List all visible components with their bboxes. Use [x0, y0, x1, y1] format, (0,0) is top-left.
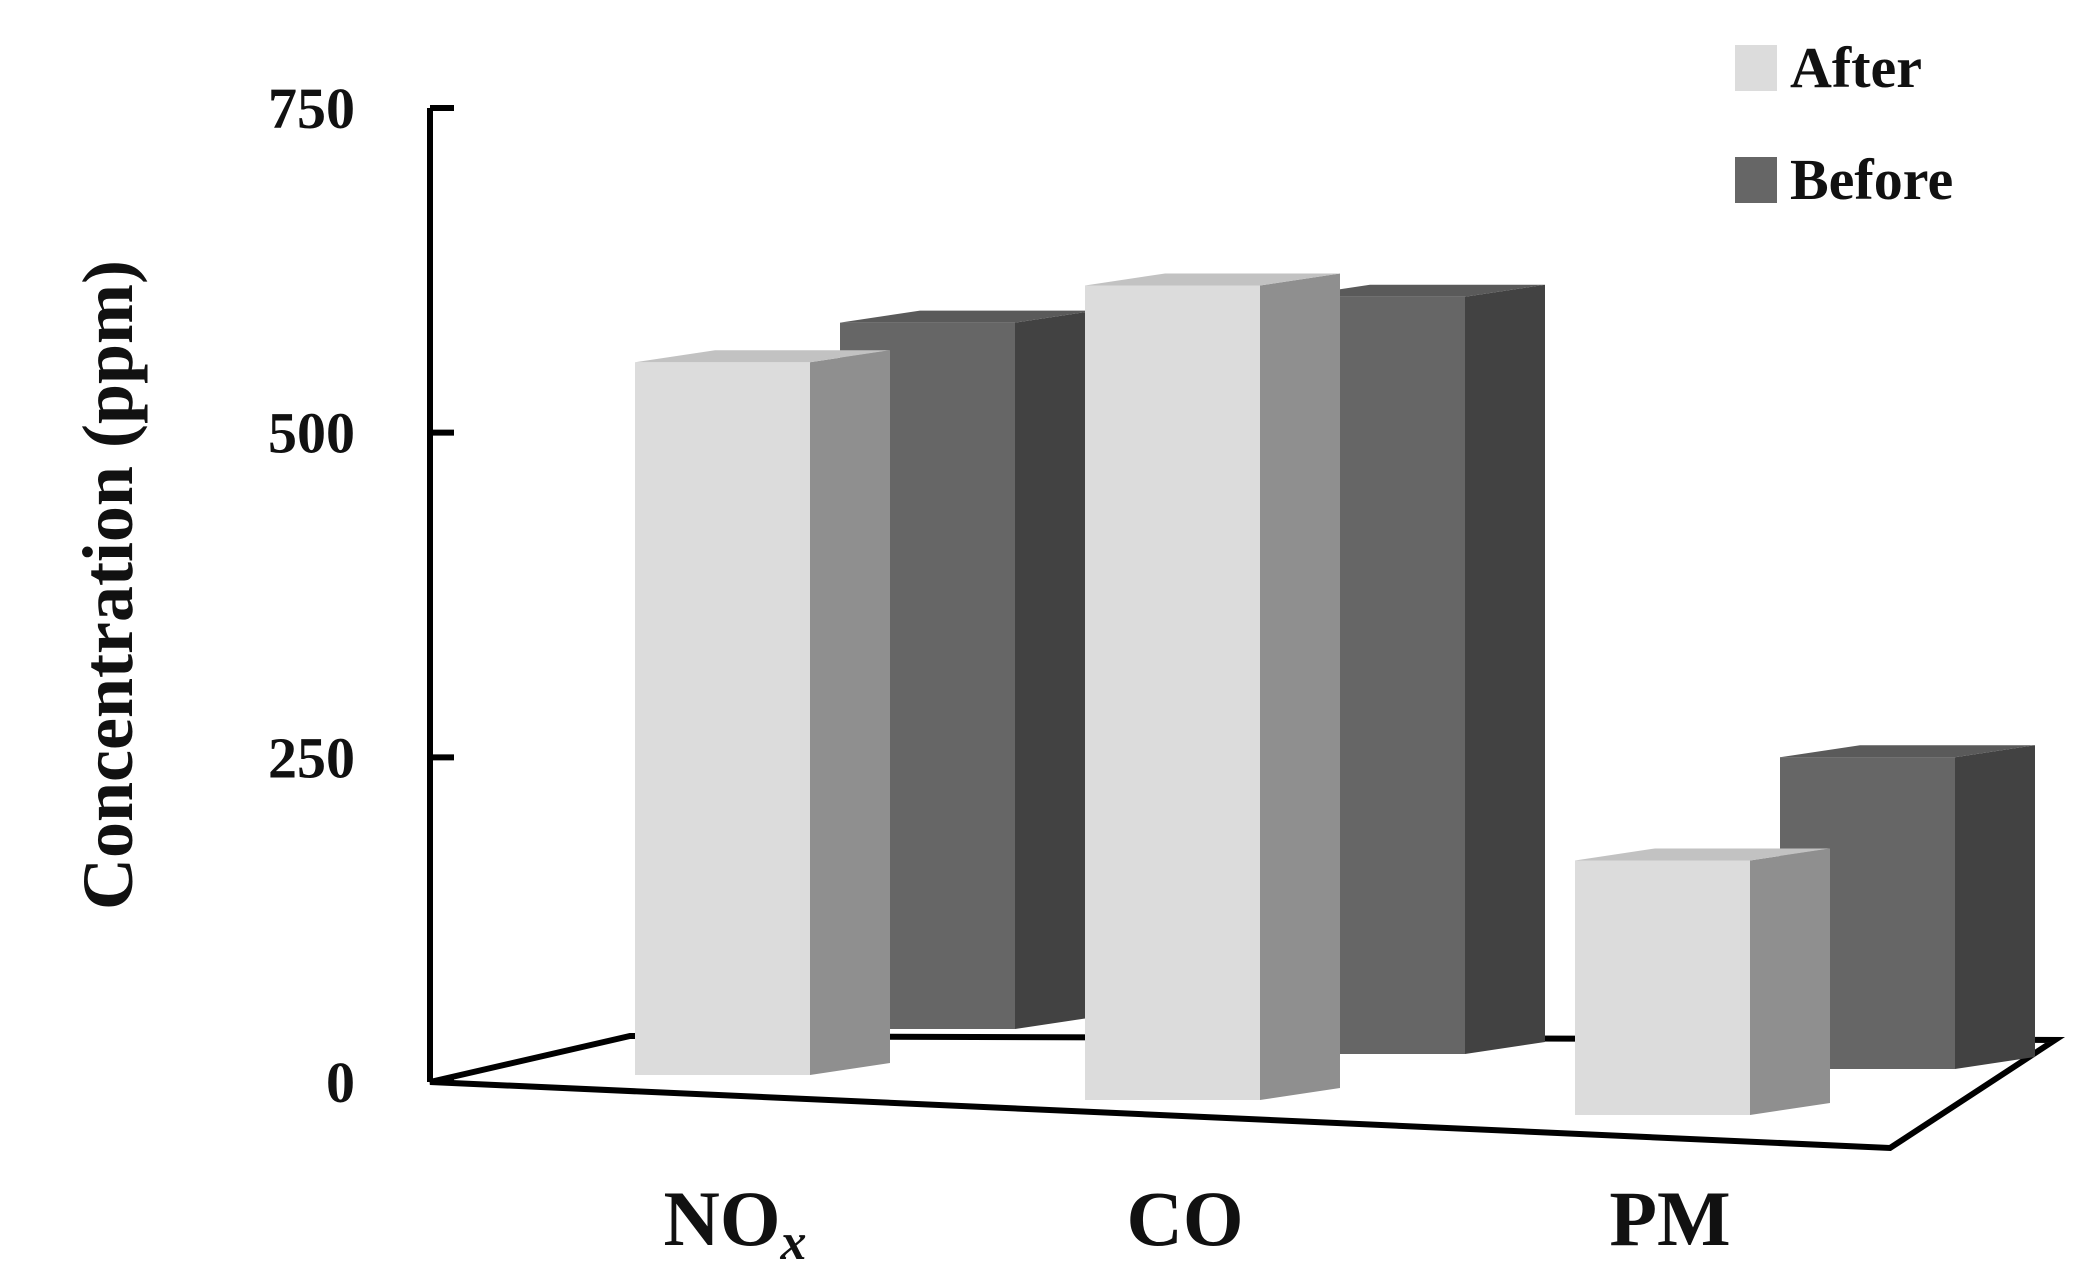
bar-before-0-top: [840, 310, 1095, 323]
bar-before-0: [840, 310, 1095, 1029]
bar-before-0-side: [1015, 310, 1095, 1029]
bar-before-1-side: [1465, 284, 1545, 1055]
bar-after-2-front: [1575, 860, 1750, 1115]
y-tick-label: 750: [268, 76, 355, 141]
bar-after-2: [1575, 848, 1830, 1115]
category-label: NOx: [664, 1175, 807, 1271]
bar-after-1: [1085, 273, 1340, 1100]
bar-after-0-front: [635, 362, 810, 1075]
bar-before-2-side: [1955, 745, 2035, 1069]
bar-before-2-top: [1780, 745, 2035, 758]
legend-label: Before: [1790, 147, 1953, 212]
category-label-subscript: x: [780, 1214, 807, 1271]
legend: After Before: [1735, 35, 1953, 212]
legend-swatch: [1735, 157, 1777, 203]
category-labels: NOx CO PM: [664, 1175, 1731, 1271]
y-ticks: 0 250 500 750: [268, 76, 454, 1115]
bar-after-0: [635, 350, 890, 1075]
bar-after-1-top: [1085, 273, 1340, 286]
bar-after-0-top: [635, 350, 890, 363]
bar-after-2-top: [1575, 848, 1830, 861]
y-tick-label: 250: [268, 725, 355, 790]
bar-after-2-side: [1750, 848, 1830, 1115]
bars: [635, 273, 2035, 1115]
y-axis-title: Concentration (ppm): [68, 260, 148, 910]
bar-after-0-side: [810, 350, 890, 1075]
category-label: PM: [1609, 1175, 1730, 1262]
legend-label: After: [1790, 35, 1922, 100]
bar-after-1-side: [1260, 273, 1340, 1100]
bar-after-1-front: [1085, 285, 1260, 1100]
category-label: CO: [1127, 1175, 1244, 1262]
legend-swatch: [1735, 45, 1777, 91]
y-tick-label: 500: [268, 401, 355, 466]
bar-before-1-top: [1290, 284, 1545, 297]
y-tick-label: 0: [326, 1050, 355, 1115]
